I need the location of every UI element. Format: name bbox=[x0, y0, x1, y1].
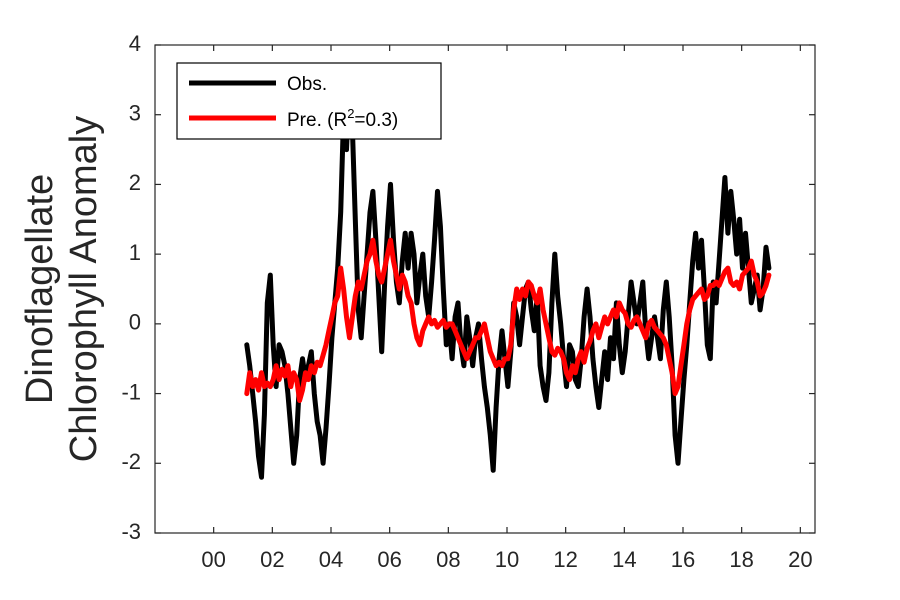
series-layer bbox=[244, 77, 772, 480]
x-tick-label: 14 bbox=[612, 547, 636, 572]
y-tick-label: -2 bbox=[121, 449, 141, 474]
legend: Obs. Pre. (R2=0.3) bbox=[176, 62, 442, 140]
y-axis-label-line-1: Dinoflagellate bbox=[19, 174, 61, 404]
x-tick-label: 04 bbox=[319, 547, 343, 572]
axes-box bbox=[154, 44, 816, 534]
x-tick-label: 08 bbox=[436, 547, 460, 572]
x-tick-label: 16 bbox=[671, 547, 695, 572]
y-tick-label: -1 bbox=[121, 379, 141, 404]
legend-label-pre-suffix: =0.3) bbox=[354, 110, 398, 131]
y-tick-label: 3 bbox=[129, 101, 141, 126]
y-axis-label: Dinoflagellate Chlorophyll Anomaly bbox=[19, 116, 105, 462]
y-tick-label: 0 bbox=[129, 310, 141, 335]
x-tick-label: 00 bbox=[201, 547, 225, 572]
legend-label-obs: Obs. bbox=[287, 74, 327, 95]
y-tick-label: 2 bbox=[129, 170, 141, 195]
x-tick-label: 12 bbox=[553, 547, 577, 572]
legend-label-pre-superscript: 2 bbox=[347, 106, 354, 121]
legend-label-pre-prefix: Pre. (R bbox=[287, 110, 347, 131]
legend-box bbox=[176, 62, 442, 140]
legend-label-pre: Pre. (R2=0.3) bbox=[287, 106, 398, 131]
x-tick-label: 10 bbox=[495, 547, 519, 572]
x-tick-label: 18 bbox=[729, 547, 753, 572]
x-tick-label: 06 bbox=[377, 547, 401, 572]
x-tick-label: 20 bbox=[788, 547, 812, 572]
series-line-pre bbox=[244, 237, 772, 403]
y-tick-label: 1 bbox=[129, 240, 141, 265]
x-tick-label: 02 bbox=[260, 547, 284, 572]
y-tick-label: 4 bbox=[129, 31, 141, 56]
y-tick-label: -3 bbox=[121, 519, 141, 544]
y-axis-label-line-2: Chlorophyll Anomaly bbox=[63, 116, 105, 462]
